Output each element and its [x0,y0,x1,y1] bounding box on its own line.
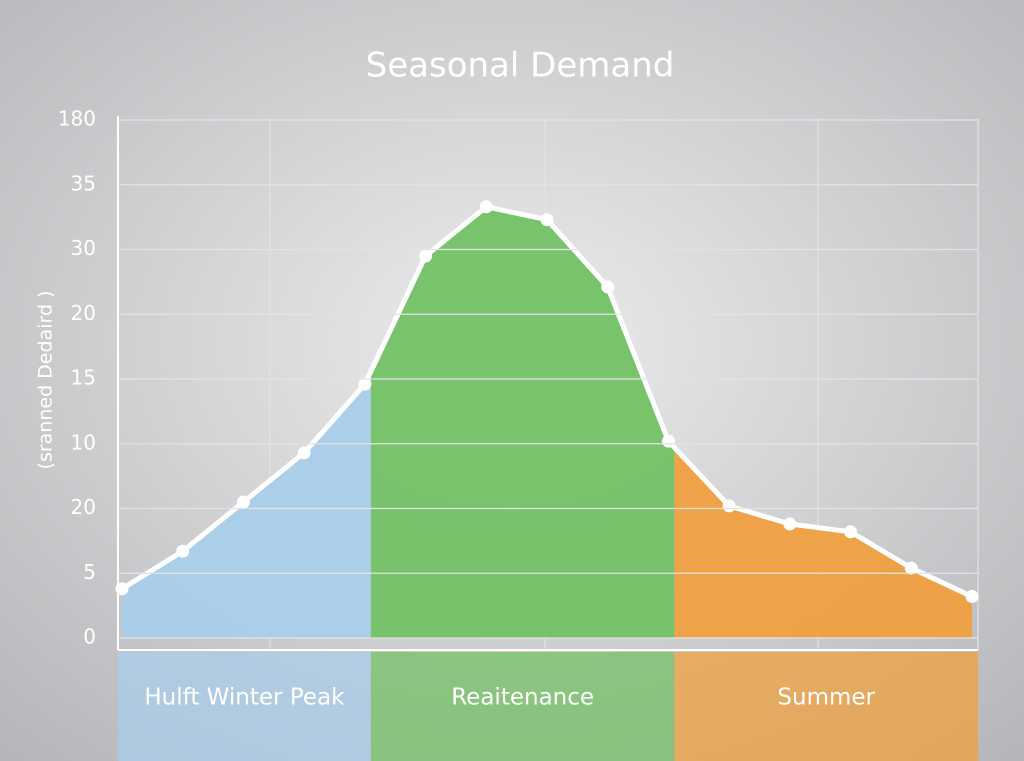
data-point [479,200,493,214]
data-point [297,446,311,460]
data-point [176,544,190,558]
data-point [844,525,858,539]
data-point [965,590,979,604]
data-point [540,213,554,227]
y-tick-label: 180 [58,107,96,131]
chart-title: Seasonal Demand [366,46,675,86]
y-tick-label: 0 [83,625,96,649]
y-tick-label: 20 [71,495,96,519]
data-point [115,582,129,596]
y-tick-label: 20 [71,301,96,325]
data-point [722,499,736,513]
y-tick-label: 35 [71,171,96,195]
y-tick-label: 15 [71,366,96,390]
data-point [661,434,675,448]
data-point [601,280,615,294]
region-label: Summer [777,685,875,711]
data-point [236,495,250,509]
data-point [904,561,918,575]
y-tick-label: 30 [71,236,96,260]
region-area [674,447,972,638]
region-band [118,652,371,761]
y-tick-label: 5 [83,560,96,584]
y-axis-label: (sranned Dedaird ) [35,291,57,470]
data-point [419,249,433,263]
data-point [358,377,372,391]
data-point [783,517,797,531]
y-tick-label: 10 [71,430,96,454]
region-label: Reaitenance [451,685,594,711]
region-band [370,652,675,761]
region-label: Hulft Winter Peak [144,685,345,711]
region-band [674,652,978,761]
